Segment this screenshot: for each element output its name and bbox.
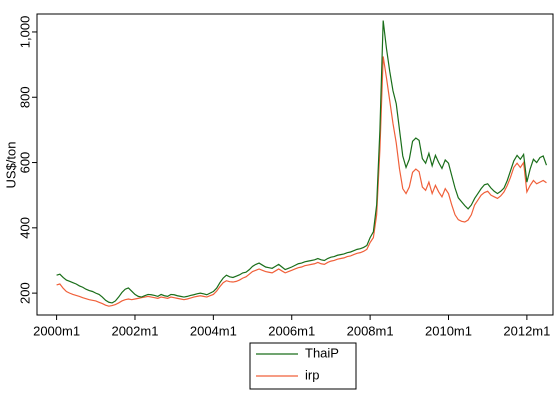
x-tick-label: 2006m1 (268, 323, 315, 338)
y-tick-label: 400 (17, 217, 32, 239)
line-series (56, 56, 547, 307)
y-tick-label: 800 (17, 86, 32, 108)
x-tick-label: 2012m1 (503, 323, 550, 338)
x-tick-label: 2004m1 (190, 323, 237, 338)
x-tick-label: 2010m1 (425, 323, 472, 338)
x-tick-label: 2000m1 (33, 323, 80, 338)
y-tick-label: 600 (17, 152, 32, 174)
legend-label: irp (305, 367, 319, 382)
legend-box (249, 342, 357, 390)
y-tick-label: 200 (17, 282, 32, 304)
y-axis-title: US$/ton (3, 142, 18, 189)
y-tick-label: 1,000 (17, 16, 32, 49)
x-tick-label: 2002m1 (111, 323, 158, 338)
plot-frame (36, 13, 554, 316)
legend-label: ThaiP (305, 345, 339, 360)
line-series (56, 20, 548, 304)
x-tick-label: 2008m1 (347, 323, 394, 338)
